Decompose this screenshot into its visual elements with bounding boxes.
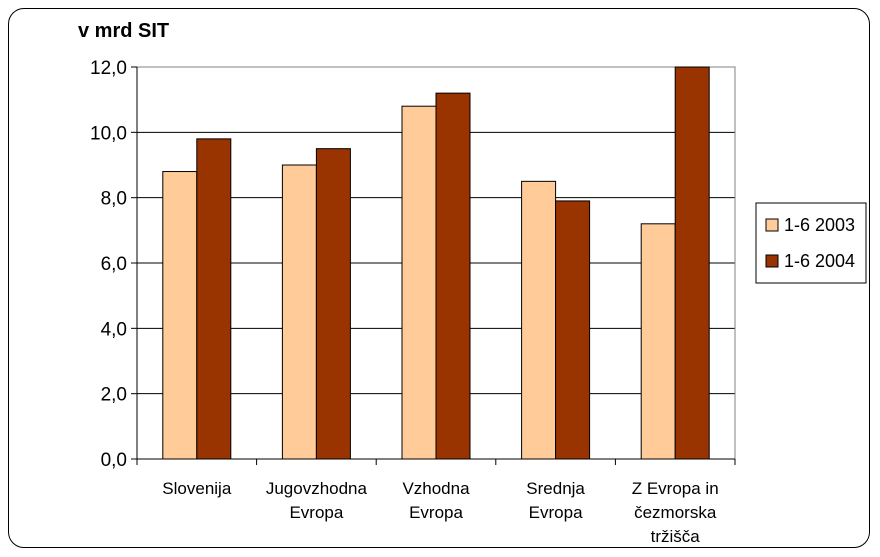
x-tick-label: Jugovzhodna Evropa [266, 479, 368, 522]
y-tick-labels: 0,0 2,0 4,0 6,0 8,0 10,0 12,0 [90, 58, 127, 471]
x-tick-label-line: Evropa [289, 503, 343, 522]
bar-1-6-2003-0 [162, 171, 198, 460]
y-tick-label: 8,0 [101, 189, 127, 210]
x-tick-label-line: čezmorska [634, 503, 717, 522]
x-tick-label: Srednja Evropa [526, 479, 585, 522]
legend: 1-6 2003 1-6 2004 [755, 202, 867, 284]
x-tick-label-line: Vzhodna [402, 479, 470, 498]
y-tick-label: 12,0 [90, 58, 127, 79]
axes [131, 66, 736, 465]
legend-swatch [765, 218, 779, 232]
bar-1-6-2003-1 [281, 164, 317, 460]
x-tick-label: Z Evropa in čezmorska tržišča [632, 479, 719, 546]
bar-1-6-2003-4 [640, 223, 676, 460]
bar-1-6-2004-1 [315, 148, 351, 460]
x-tick-label-line: Jugovzhodna [266, 479, 368, 498]
bar-1-6-2004-3 [555, 200, 591, 460]
x-tick-label-line: Evropa [409, 503, 463, 522]
bars [162, 66, 710, 460]
y-tick-label: 0,0 [101, 450, 127, 471]
x-tick-label-line: Evropa [529, 503, 583, 522]
x-tick-label: Slovenija [162, 479, 232, 498]
legend-swatch [765, 254, 779, 268]
bar-1-6-2004-4 [674, 66, 710, 460]
y-axis-unit-label: v mrd SIT [78, 20, 169, 42]
y-tick-label: 10,0 [90, 123, 127, 144]
legend-label: 1-6 2004 [784, 251, 855, 271]
x-tick-label-line: Srednja [526, 479, 585, 498]
x-tick-label-line: Z Evropa in [632, 479, 719, 498]
y-tick-label: 4,0 [101, 319, 127, 340]
legend-box [755, 202, 867, 284]
bar-1-6-2003-3 [521, 180, 557, 460]
y-tick-label: 2,0 [101, 385, 127, 406]
x-tick-label-line: Slovenija [162, 479, 232, 498]
bar-1-6-2003-2 [401, 105, 437, 460]
y-tick-label: 6,0 [101, 254, 127, 275]
legend-label: 1-6 2003 [784, 215, 855, 235]
bar-1-6-2004-0 [196, 138, 232, 460]
bar-1-6-2004-2 [435, 92, 471, 460]
x-tick-label: Vzhodna Evropa [402, 479, 470, 522]
x-tick-label-line: tržišča [651, 527, 701, 546]
